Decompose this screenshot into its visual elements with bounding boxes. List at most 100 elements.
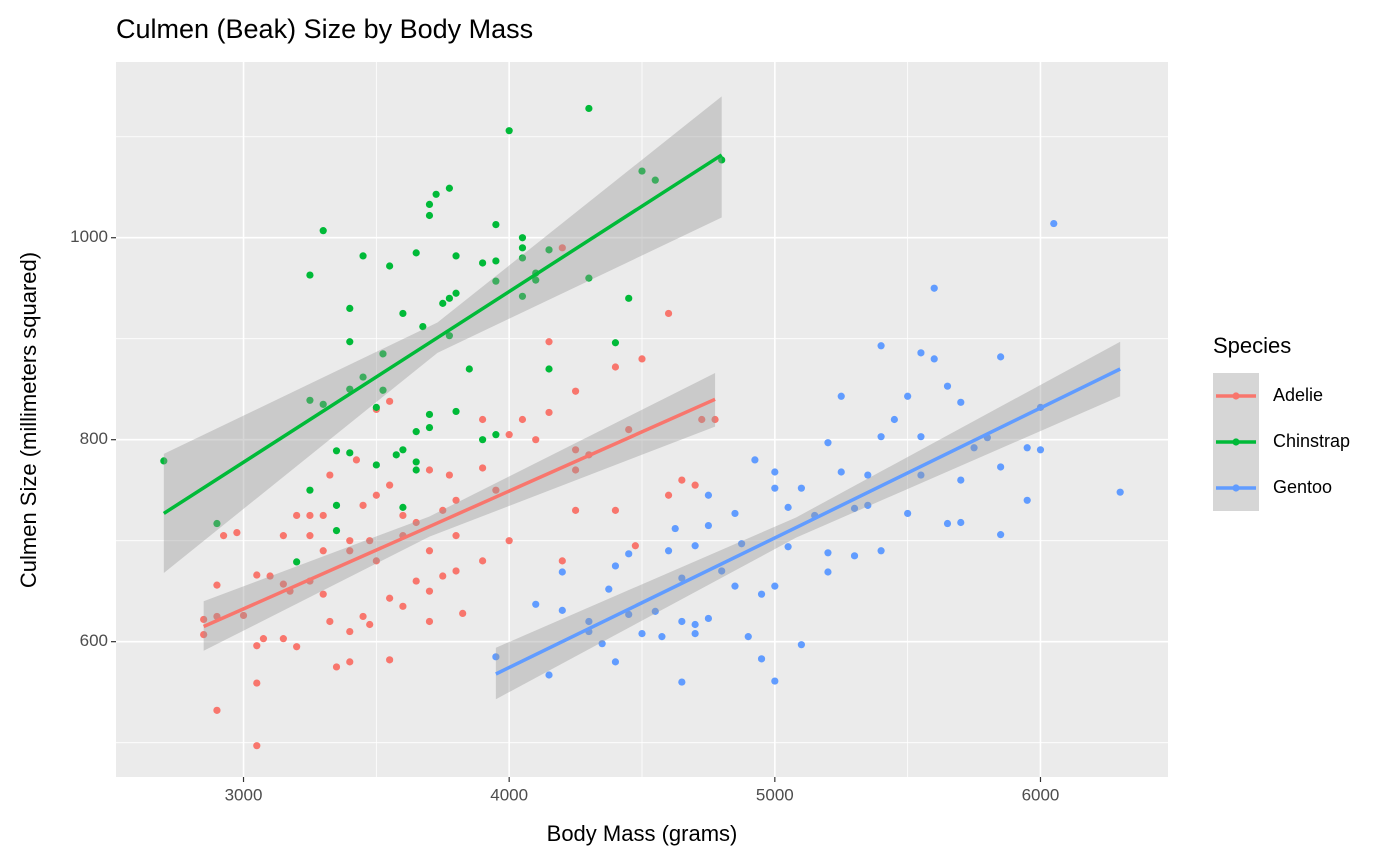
data-point [366, 537, 374, 545]
data-point [997, 353, 1005, 361]
data-point [691, 620, 699, 629]
data-point [1036, 446, 1045, 454]
data-point [711, 415, 719, 424]
data-point [518, 292, 527, 300]
fit-line [202, 397, 716, 629]
data-point [957, 518, 965, 527]
data-point [850, 552, 859, 560]
data-point [399, 602, 407, 610]
data-point [611, 506, 620, 514]
data-point [691, 542, 699, 550]
data-point [917, 471, 925, 479]
fit-line [495, 367, 1121, 676]
data-point [452, 252, 460, 260]
data-point [253, 571, 261, 579]
data-point [558, 606, 566, 614]
data-point [399, 503, 407, 511]
data-point [930, 355, 938, 363]
data-point [943, 519, 952, 528]
data-point [837, 468, 845, 476]
data-point [784, 543, 792, 551]
data-point [319, 547, 327, 555]
data-point [306, 486, 314, 494]
data-point [372, 461, 380, 469]
data-point [386, 656, 394, 664]
data-point [319, 227, 327, 235]
data-point [545, 408, 553, 417]
data-point [425, 617, 434, 626]
data-point [585, 104, 593, 113]
data-point [452, 532, 460, 540]
data-point [386, 481, 394, 489]
data-point [917, 433, 925, 441]
data-point [678, 617, 686, 626]
data-point [904, 509, 912, 518]
data-point [558, 557, 566, 565]
data-point [346, 658, 354, 666]
data-point [366, 620, 374, 629]
data-point [219, 532, 228, 540]
data-point [306, 396, 314, 404]
data-point [651, 176, 659, 184]
data-point [837, 392, 845, 400]
data-point [492, 653, 500, 661]
data-point [346, 547, 354, 555]
y-tick-label: 800 [80, 429, 108, 448]
data-point [372, 403, 380, 411]
data-point [585, 617, 593, 626]
data-point [738, 540, 746, 548]
data-point [625, 425, 633, 434]
data-point [392, 451, 400, 459]
data-point [492, 277, 500, 285]
data-point [771, 582, 779, 590]
data-point [332, 663, 341, 671]
data-point [412, 577, 420, 585]
data-point [213, 706, 221, 714]
data-point [213, 581, 221, 589]
data-point [664, 309, 673, 318]
data-point [678, 574, 686, 582]
data-point [465, 365, 473, 373]
data-point [797, 641, 805, 649]
data-point [1023, 444, 1031, 452]
data-point [439, 506, 447, 514]
data-point [352, 456, 361, 464]
legend-key-point [1232, 392, 1240, 400]
data-point [259, 635, 268, 643]
data-point [638, 355, 646, 363]
data-point [545, 671, 553, 679]
data-point [479, 415, 487, 424]
data-point [452, 407, 460, 416]
data-point [571, 466, 580, 474]
data-point [704, 521, 713, 530]
data-point [691, 481, 699, 489]
fit-line [162, 153, 723, 515]
x-tick-label: 3000 [225, 785, 263, 804]
data-point [332, 501, 341, 509]
data-point [346, 449, 354, 457]
data-point [751, 456, 759, 464]
data-point [877, 433, 885, 441]
data-point [445, 294, 453, 302]
data-point [671, 524, 679, 533]
data-point [425, 587, 434, 595]
data-point [386, 262, 394, 270]
data-point [479, 464, 487, 472]
data-point [306, 532, 314, 540]
data-point [425, 423, 434, 432]
data-point [658, 633, 666, 641]
data-point [379, 350, 387, 358]
data-point [545, 246, 553, 254]
data-point [850, 504, 859, 512]
data-point [372, 491, 380, 499]
data-point [757, 655, 766, 663]
data-point [571, 446, 580, 454]
legend-title: Species [1213, 333, 1291, 358]
data-point [326, 471, 334, 479]
data-point [200, 631, 208, 639]
data-point [346, 537, 354, 545]
data-point [306, 271, 314, 279]
data-point [359, 373, 367, 381]
data-point [731, 509, 739, 518]
data-point [399, 309, 407, 318]
